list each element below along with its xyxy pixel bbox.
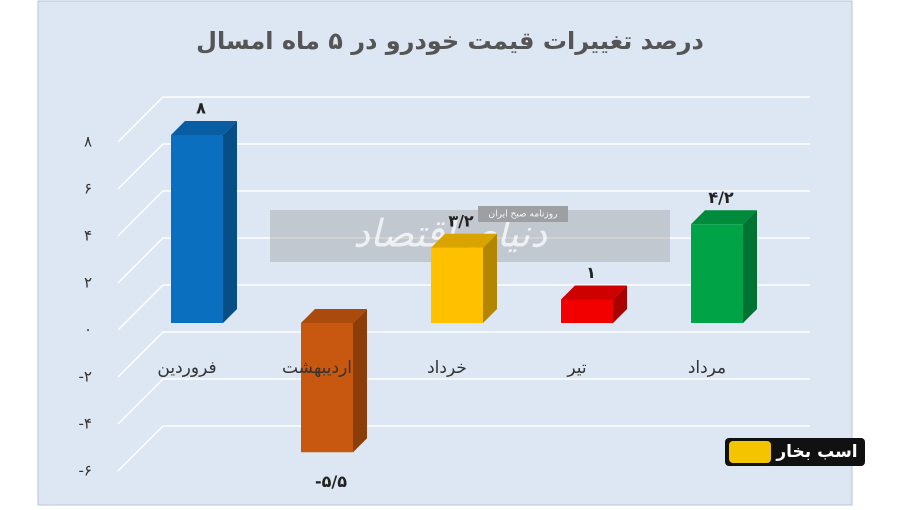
grid-line	[117, 378, 810, 425]
y-tick-label: ۴	[84, 227, 92, 245]
grid-line	[117, 237, 810, 284]
bar	[691, 224, 743, 323]
value-label: ۱	[586, 263, 596, 282]
watermark-tag	[478, 206, 568, 222]
bar-top	[431, 233, 497, 248]
bar-top-shade	[431, 233, 497, 248]
bar-side	[483, 233, 497, 323]
grid-line	[117, 331, 810, 378]
x-tick-label: مرداد	[688, 358, 726, 378]
bar	[431, 247, 483, 323]
grid-line	[117, 96, 810, 143]
bar	[301, 323, 353, 453]
logo: اسب بخار	[725, 438, 865, 466]
y-tick-label: -۲	[79, 368, 92, 386]
bar-side	[743, 210, 757, 323]
grid-line	[117, 425, 810, 472]
bar-top	[171, 121, 237, 135]
bar-top-shade	[561, 285, 627, 300]
y-tick-label: ۶	[84, 180, 92, 198]
bar-top-shade	[301, 309, 367, 323]
bar-top	[691, 210, 757, 225]
logo-text: اسب بخار	[775, 442, 857, 462]
bar-side	[223, 121, 237, 323]
bar-side-shade	[743, 210, 757, 323]
value-label: ۴/۲	[708, 188, 734, 207]
grid-line	[117, 190, 810, 237]
bar-top	[561, 285, 627, 300]
bar-top-shade	[691, 210, 757, 225]
y-tick-label: ۲	[84, 274, 92, 292]
bar-side-shade	[353, 309, 367, 453]
chart-title: درصد تغییرات قیمت خودرو در ۵ ماه امسال	[196, 27, 704, 55]
bar-side-shade	[613, 285, 627, 323]
bar	[171, 135, 223, 323]
bar-top	[301, 309, 367, 323]
x-tick-label: اردیبهشت	[282, 358, 352, 378]
bar-side	[613, 285, 627, 323]
value-label: -۵/۵	[315, 472, 347, 491]
bar-side-shade	[483, 233, 497, 323]
bars: ۸ فروردین -۵/۵ اردیبهشت ۳/۲ خرداد ۱ تیر ۴/۲ مرداد	[157, 99, 757, 491]
grid-line	[117, 143, 810, 190]
value-label: ۳/۲	[448, 211, 474, 230]
watermark-subtext: روزنامه صبح ایران	[489, 210, 558, 220]
y-tick-label: -۶	[79, 462, 92, 480]
y-tick-label: ۰	[84, 321, 92, 339]
logo-icon	[729, 441, 771, 463]
bar-side-shade	[223, 121, 237, 323]
x-tick-label: خرداد	[427, 358, 467, 378]
bar-side	[353, 309, 367, 453]
bar-top-shade	[171, 121, 237, 135]
grid-line	[117, 284, 810, 331]
x-tick-label: فروردین	[157, 358, 216, 378]
value-label: ۸	[196, 99, 206, 118]
bar	[561, 299, 613, 323]
y-tick-label: ۸	[84, 133, 92, 151]
grid	[117, 96, 810, 472]
y-tick-label: -۴	[79, 415, 92, 433]
x-tick-label: تیر	[566, 358, 587, 378]
